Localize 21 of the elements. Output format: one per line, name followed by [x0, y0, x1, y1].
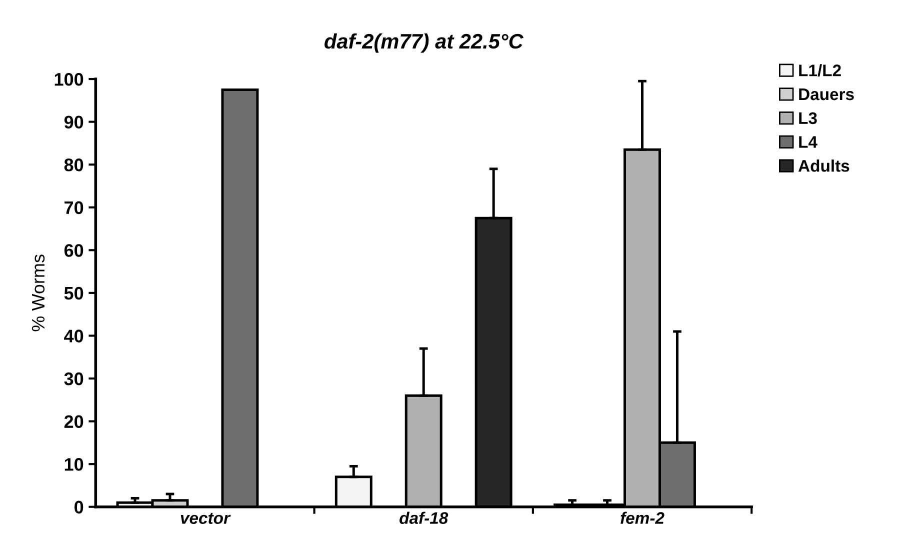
y-tick-label: 70 — [64, 201, 84, 214]
y-tick-label: 30 — [64, 372, 84, 386]
legend-label: Dauers — [799, 88, 854, 100]
x-tick-label: vector — [180, 512, 231, 524]
y-tick-label: 60 — [64, 244, 84, 257]
x-tick-label: daf-18 — [400, 512, 448, 524]
legend-label: L4 — [799, 136, 818, 148]
legend-label: L3 — [799, 112, 817, 124]
legend-label: Adults — [798, 160, 850, 172]
x-tick-label: fem-2 — [620, 512, 664, 524]
y-tick-label: 0 — [74, 500, 84, 514]
y-tick-label: 100 — [54, 72, 84, 86]
chart-title: daf-2(m77) at 22.5°C — [324, 33, 524, 53]
y-tick-label: 90 — [64, 116, 84, 129]
y-tick-label: 20 — [64, 415, 84, 428]
y-tick-label: 80 — [64, 158, 84, 172]
y-tick-label: 40 — [64, 330, 84, 342]
y-tick-label: 50 — [64, 286, 84, 300]
y-tick-label: 10 — [64, 458, 84, 471]
y-axis-title: % Worms — [32, 254, 45, 332]
legend-label: L1/L2 — [799, 64, 841, 76]
